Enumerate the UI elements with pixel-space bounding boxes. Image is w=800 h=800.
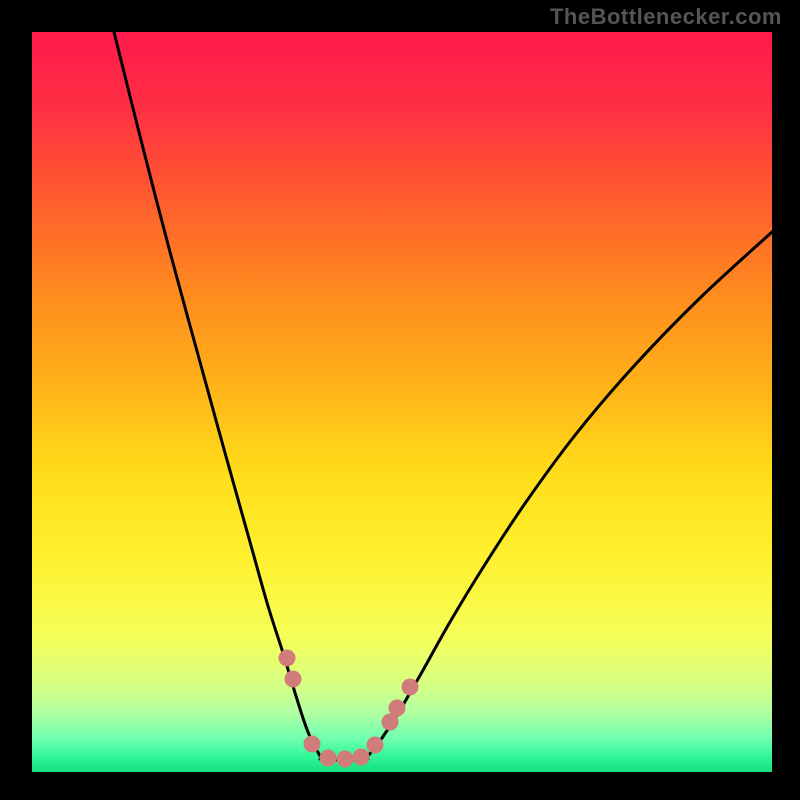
data-marker bbox=[389, 700, 406, 717]
data-marker bbox=[353, 749, 370, 766]
data-marker bbox=[337, 751, 354, 768]
data-marker bbox=[304, 736, 321, 753]
stage: TheBottlenecker.com bbox=[0, 0, 800, 800]
data-marker bbox=[285, 671, 302, 688]
data-marker bbox=[279, 650, 296, 667]
marker-layer bbox=[0, 0, 800, 800]
data-marker bbox=[402, 679, 419, 696]
data-marker bbox=[367, 737, 384, 754]
watermark-text: TheBottlenecker.com bbox=[550, 4, 782, 30]
data-marker bbox=[320, 750, 337, 767]
